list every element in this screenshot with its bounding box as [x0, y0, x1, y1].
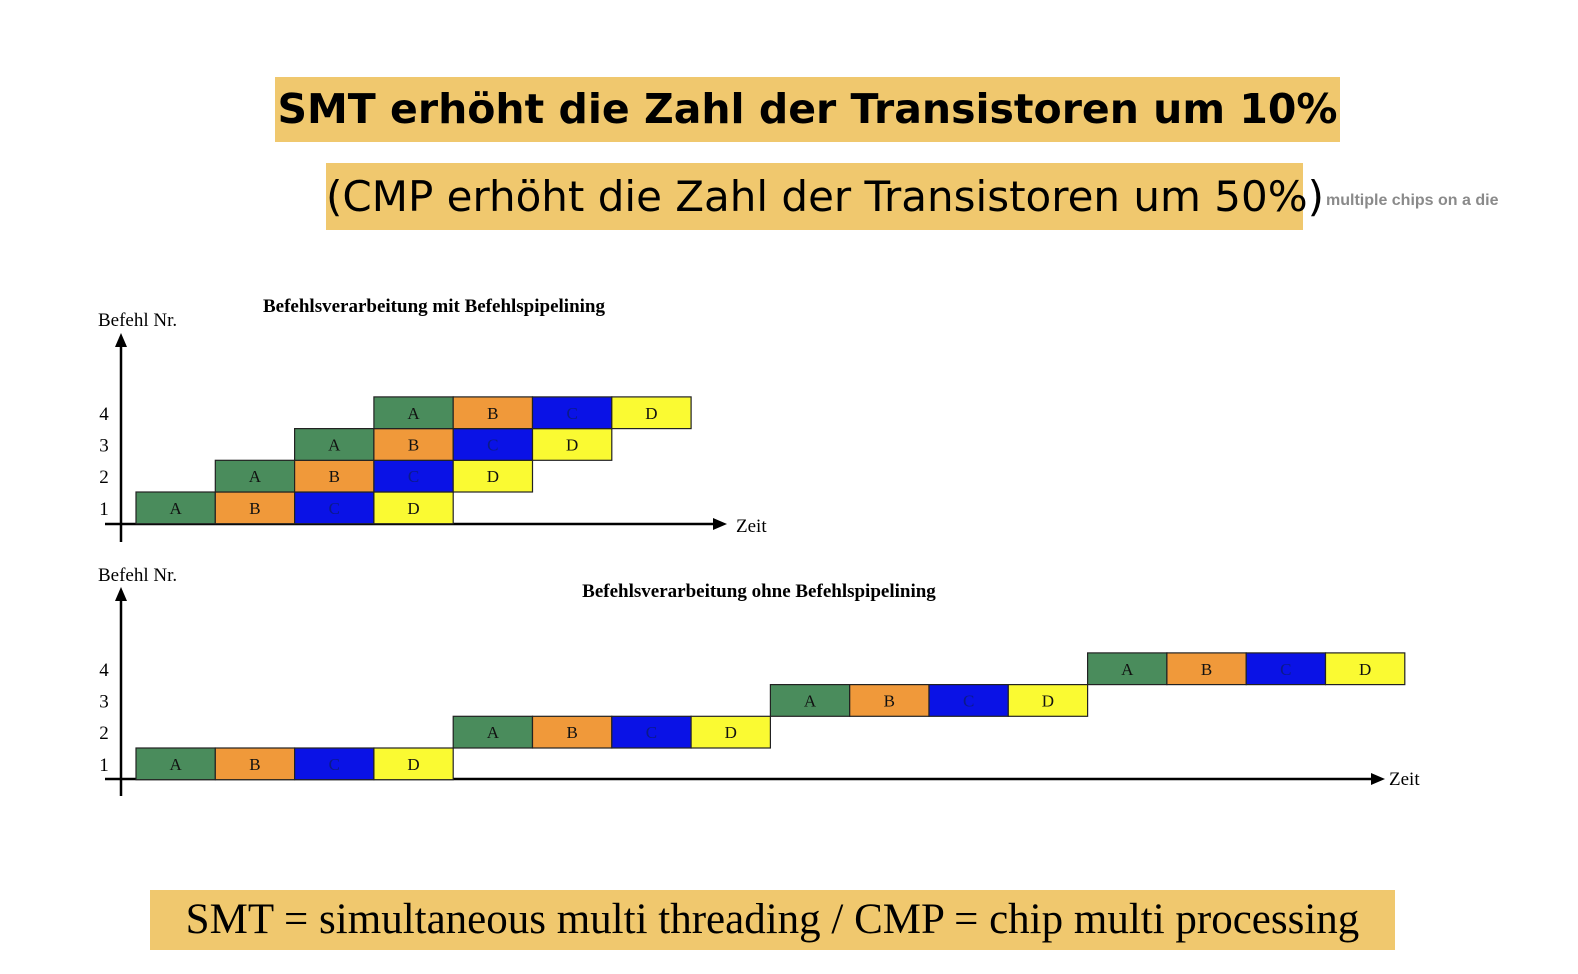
stage-label-a: A: [1121, 660, 1134, 679]
x-axis-label: Zeit: [1389, 769, 1420, 790]
diagram-title: Befehlsverarbeitung ohne Befehlspipelini…: [582, 581, 936, 602]
row-number-label: 1: [99, 755, 109, 776]
stage-label-a: A: [170, 755, 183, 774]
stage-label-d: D: [407, 755, 419, 774]
stage-cell-d: [690, 715, 771, 749]
stage-cell-b: [1166, 652, 1247, 686]
stage-label-d: D: [487, 467, 499, 486]
row-number-label: 3: [99, 691, 109, 712]
x-axis-label: Zeit: [736, 516, 767, 537]
instruction-row-1: 1 A B C D: [99, 747, 454, 781]
instruction-row-4: 4 A B C D: [99, 396, 692, 430]
pipelined-diagram: Befehl Nr. Befehlsverarbeitung mit Befeh…: [98, 296, 767, 542]
stage-label-b: B: [487, 404, 498, 423]
sequential-diagram: Befehl Nr. Befehlsverarbeitung ohne Befe…: [98, 565, 1420, 796]
instruction-row-3: 3 A B C D: [99, 428, 613, 461]
diagram-title: Befehlsverarbeitung mit Befehlspipelinin…: [263, 296, 606, 317]
stage-cell-c: [531, 396, 613, 430]
stage-label-b: B: [249, 755, 260, 774]
stage-cell-c: [373, 459, 454, 493]
y-axis-label: Befehl Nr.: [98, 310, 177, 331]
x-axis-arrow: [1371, 773, 1385, 785]
row-number-label: 1: [99, 499, 109, 520]
stage-cell-c: [294, 747, 375, 781]
stage-label-b: B: [249, 499, 260, 518]
stage-cell-d: [452, 459, 534, 493]
instruction-row-4: 4 A B C D: [99, 652, 1406, 686]
row-number-label: 4: [99, 660, 109, 681]
stage-label-b: B: [566, 723, 577, 742]
instruction-row-1: 1 A B C D: [99, 491, 454, 525]
stage-cell-c: [294, 491, 375, 525]
stage-label-a: A: [407, 404, 420, 423]
stage-cell-c: [452, 428, 534, 461]
stage-cell-c: [1245, 652, 1327, 686]
x-axis-arrow: [713, 518, 727, 530]
stage-cell-c: [611, 715, 692, 749]
stage-cell-a: [294, 428, 375, 461]
y-axis-label: Befehl Nr.: [98, 565, 177, 586]
stage-label-a: A: [487, 723, 500, 742]
stage-label-d: D: [1359, 660, 1371, 679]
stage-label-c: C: [329, 499, 340, 518]
y-axis-arrow: [115, 333, 127, 347]
stage-label-c: C: [963, 691, 974, 710]
instruction-rows: 1 A B C D2 A B C D3 A B C D4 A B C D: [99, 396, 692, 525]
row-number-label: 2: [99, 723, 109, 744]
stage-label-a: A: [249, 467, 262, 486]
stage-label-a: A: [804, 691, 817, 710]
instruction-row-3: 3 A B C D: [99, 683, 1089, 717]
instruction-rows: 1 A B C D 2 A B C D 3 A B C D 4 A B C D: [99, 652, 1406, 781]
stage-cell-d: [373, 747, 454, 781]
stage-label-d: D: [645, 404, 657, 423]
stage-label-b: B: [884, 691, 895, 710]
stage-label-d: D: [1042, 691, 1054, 710]
row-number-label: 4: [99, 404, 109, 425]
stage-cell-b: [452, 396, 534, 430]
stage-label-b: B: [408, 435, 419, 454]
stage-cell-a: [452, 715, 534, 749]
slide-footer: SMT = simultaneous multi threading / CMP…: [150, 890, 1395, 950]
stage-label-c: C: [1280, 660, 1291, 679]
stage-cell-a: [135, 491, 216, 525]
stage-label-c: C: [329, 755, 340, 774]
stage-cell-b: [849, 683, 930, 717]
stage-label-d: D: [566, 435, 578, 454]
stage-label-a: A: [328, 435, 341, 454]
stage-cell-d: [373, 491, 454, 525]
stage-label-c: C: [408, 467, 419, 486]
stage-cell-a: [769, 683, 851, 717]
instruction-row-2: 2 A B C D: [99, 459, 534, 493]
stage-label-a: A: [170, 499, 183, 518]
stage-cell-d: [611, 396, 692, 430]
stage-cell-b: [214, 491, 296, 525]
stage-label-b: B: [1201, 660, 1212, 679]
slide-subtitle: (CMP erhöht die Zahl der Transistoren um…: [326, 163, 1324, 230]
stage-label-b: B: [329, 467, 340, 486]
stage-cell-d: [531, 428, 613, 461]
stage-label-c: C: [646, 723, 657, 742]
side-note: multiple chips on a die: [1326, 192, 1499, 209]
stage-label-d: D: [725, 723, 737, 742]
stage-cell-b: [531, 715, 613, 749]
row-number-label: 3: [99, 435, 109, 456]
stage-label-c: C: [566, 404, 577, 423]
stage-label-c: C: [487, 435, 498, 454]
y-axis-arrow: [115, 587, 127, 601]
row-number-label: 2: [99, 467, 109, 488]
stage-label-d: D: [407, 499, 419, 518]
instruction-row-2: 2 A B C D: [99, 715, 771, 749]
stage-cell-a: [135, 747, 216, 781]
slide-title: SMT erhöht die Zahl der Transistoren um …: [275, 77, 1340, 142]
stage-cell-d: [1324, 652, 1406, 686]
stage-cell-d: [1007, 683, 1089, 717]
